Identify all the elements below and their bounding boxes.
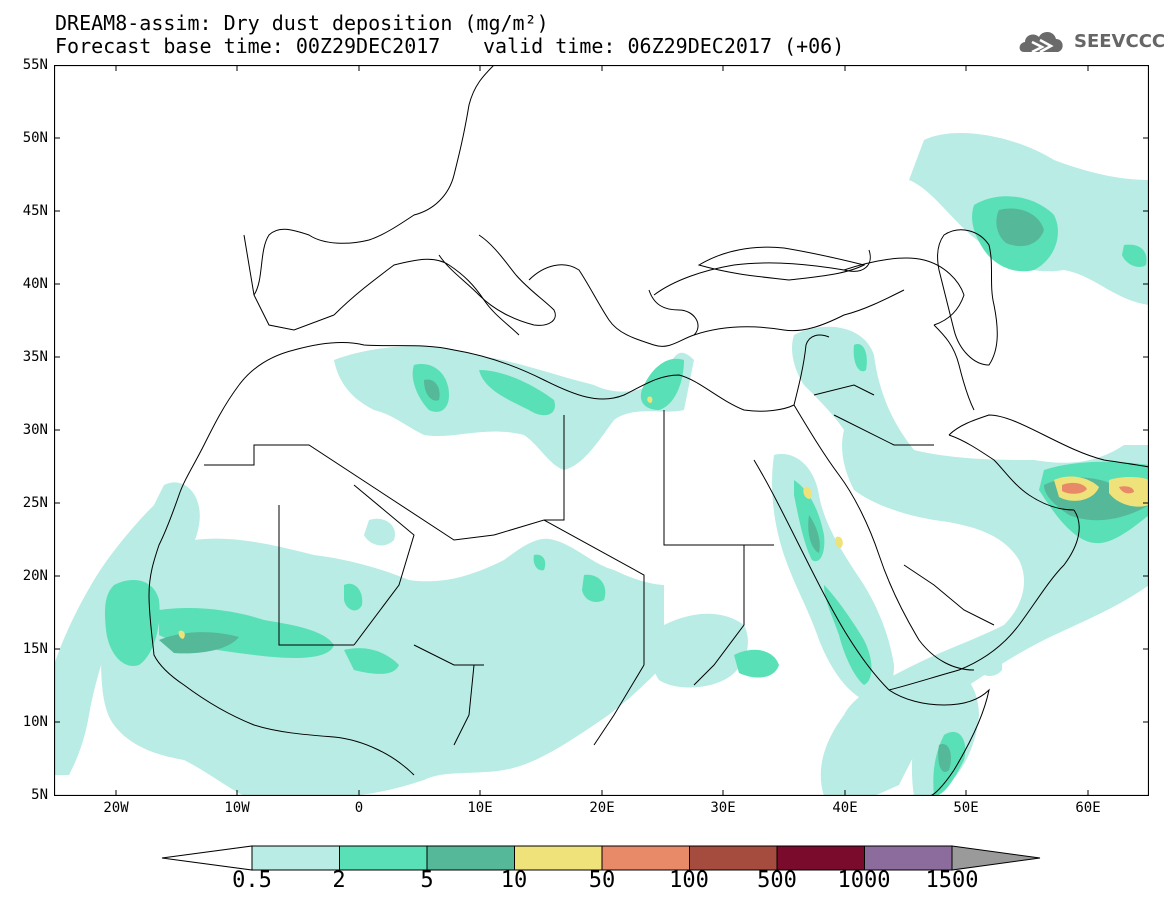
lon-label: 20E [589,800,615,816]
colorbar-label: 2 [332,868,346,893]
lon-label: 30E [710,800,736,816]
colorbar [161,845,1041,871]
colorbar-cell [864,845,953,871]
lon-label: 50E [953,800,979,816]
colorbar-label: 100 [669,868,709,893]
colorbar-label: 500 [757,868,797,893]
colorbar-label: 1000 [837,868,891,893]
lat-label: 55N [22,57,48,73]
lon-label: 40E [832,800,858,816]
lon-label: 10E [467,800,493,816]
cloud-icon [1019,31,1063,54]
map-panel [54,65,1149,796]
colorbar-label: 10 [500,868,528,893]
lat-label: 45N [22,203,48,219]
lon-label: 0 [354,800,364,816]
lat-label: 15N [22,641,48,657]
colorbar-cell [689,845,778,871]
colorbar-label: 50 [588,868,616,893]
dust-level-50 [1062,482,1134,494]
colorbar-label: 5 [420,868,434,893]
lat-label: 5N [31,787,48,803]
colorbar-cell [426,845,515,871]
colorbar-cell [601,845,690,871]
lon-label: 60E [1075,800,1101,816]
lat-label: 50N [22,130,48,146]
lat-label: 25N [22,495,48,511]
colorbar-label: 0.5 [232,868,272,893]
colorbar-under [161,845,253,871]
colorbar-cell [339,845,428,871]
map-title: DREAM8-assim: Dry dust deposition (mg/m²… [55,11,549,35]
colorbar-label: 1500 [925,868,979,893]
lon-label: 20W [103,800,129,816]
lat-label: 20N [22,568,48,584]
lat-label: 35N [22,349,48,365]
colorbar-cell [776,845,865,871]
logo-text: SEEVCCC [1074,31,1165,52]
forecast-base-time: Forecast base time: 00Z29DEC2017 [55,34,441,58]
colorbar-cell [251,845,340,871]
lat-label: 10N [22,714,48,730]
lat-label: 30N [22,422,48,438]
colorbar-cell [514,845,603,871]
lat-label: 40N [22,276,48,292]
valid-time: valid time: 06Z29DEC2017 (+06) [483,34,845,58]
colorbar-over [951,845,1041,871]
lon-label: 10W [224,800,250,816]
borders [148,65,1149,796]
